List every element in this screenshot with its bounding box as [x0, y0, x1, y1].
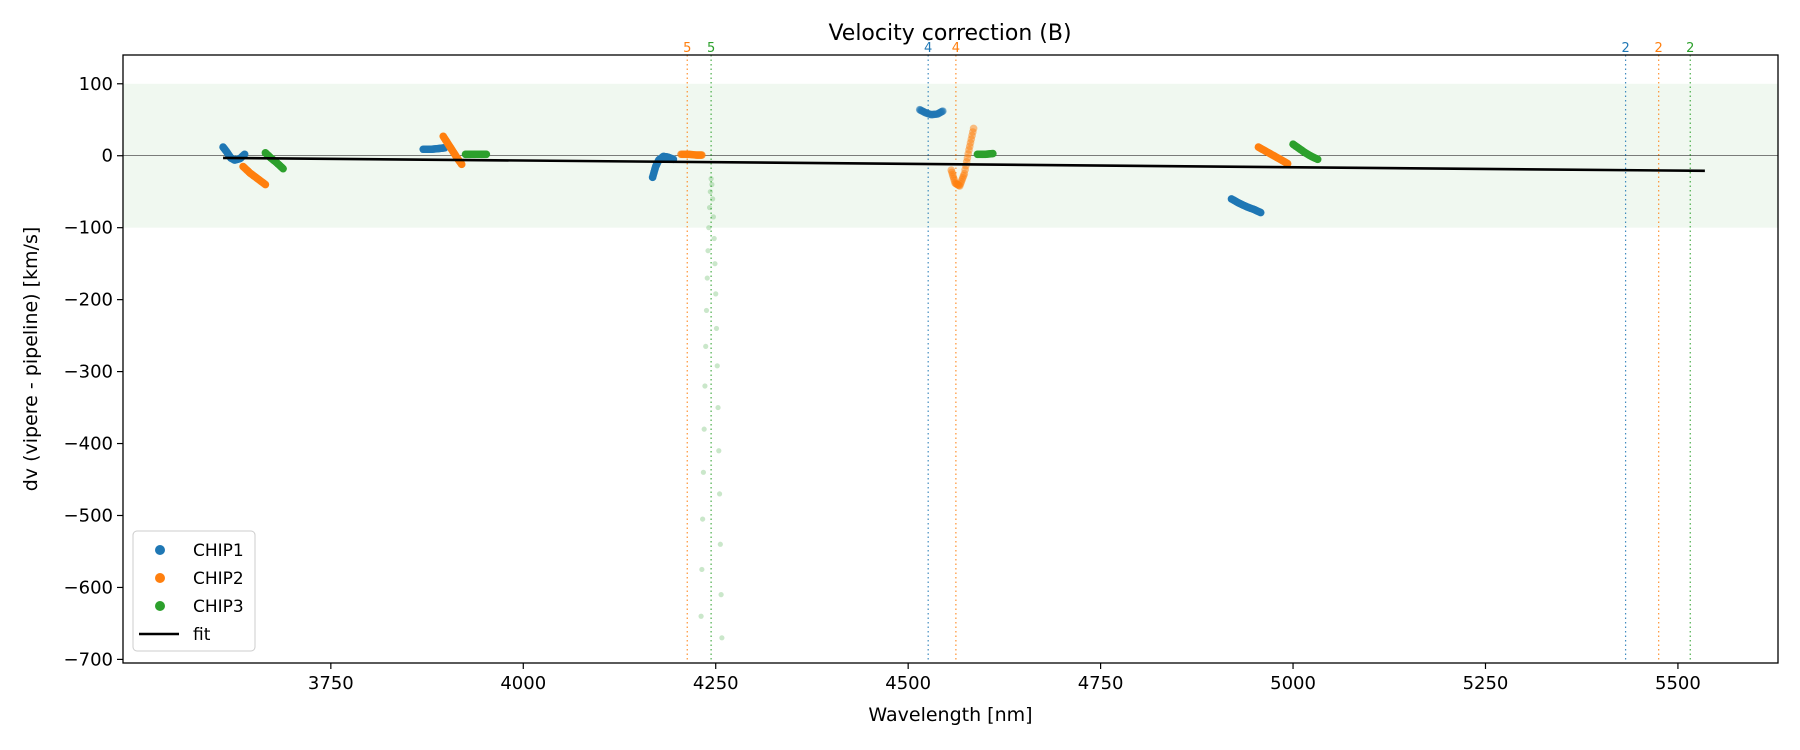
legend-label: fit	[193, 625, 211, 645]
data-point	[701, 426, 707, 432]
x-tick-label: 4750	[1078, 673, 1124, 694]
legend-box	[132, 530, 256, 652]
marker-line-label: 4	[924, 41, 932, 56]
data-point	[715, 404, 721, 411]
data-point	[700, 469, 707, 475]
data-point	[1256, 208, 1265, 217]
y-tick-label: −300	[64, 362, 113, 383]
data-point	[700, 516, 706, 522]
x-tick-label: 4250	[693, 673, 739, 694]
data-point	[718, 592, 724, 598]
y-tick-label: −600	[64, 577, 113, 598]
x-tick-label: 5250	[1463, 673, 1509, 694]
data-point	[261, 180, 270, 189]
data-point	[702, 383, 708, 389]
marker-line-label: 2	[1655, 41, 1663, 56]
y-tick-label: −700	[64, 649, 113, 670]
data-point	[706, 225, 712, 231]
data-point	[713, 325, 720, 332]
data-point	[710, 196, 716, 202]
data-point	[716, 491, 723, 497]
y-tick-label: −500	[64, 505, 113, 526]
data-point	[712, 261, 718, 267]
x-tick-label: 4000	[500, 673, 546, 694]
data-point	[699, 566, 705, 573]
fit-line	[223, 156, 1705, 173]
marker-line-label: 2	[1621, 41, 1629, 56]
x-tick-label: 3750	[308, 673, 354, 694]
data-point	[709, 181, 715, 188]
x-axis-label: Wavelength [nm]	[868, 704, 1032, 726]
data-point	[713, 291, 719, 297]
x-tick-label: 5500	[1655, 673, 1701, 694]
marker-line-label: 4	[952, 41, 960, 56]
data-point	[1313, 155, 1322, 164]
legend-marker	[155, 545, 165, 555]
data-point	[989, 149, 997, 158]
fit-line-layer	[223, 156, 1705, 173]
data-point	[457, 160, 466, 169]
data-point	[716, 448, 722, 454]
x-tick-label: 4500	[885, 673, 931, 694]
chart-title: Velocity correction (B)	[828, 21, 1071, 46]
legend-label: CHIP1	[193, 541, 244, 561]
data-point	[708, 176, 714, 182]
y-axis-label: dv (vipere - pipeline) [km/s]	[20, 227, 42, 492]
legend: CHIP1 CHIP2 CHIP3 fit	[132, 530, 256, 652]
marker-line-label: 5	[683, 41, 691, 56]
data-point	[703, 307, 710, 314]
data-point	[707, 189, 713, 195]
y-tick-label: 0	[102, 146, 113, 167]
legend-label: CHIP3	[193, 597, 244, 617]
line-markers-layer: 5 5 4 4 2 2 2	[683, 41, 1694, 663]
data-point	[704, 275, 710, 281]
y-axis: 100 0 −100 −200 −300 −400 −500 −600 −700	[64, 74, 123, 670]
data-point	[711, 235, 717, 242]
y-tick-label: −200	[64, 290, 113, 311]
y-tick-label: −100	[64, 218, 113, 239]
data-point	[279, 164, 287, 173]
data-point	[1283, 159, 1292, 168]
y-tick-label: −400	[64, 434, 113, 455]
data-point	[698, 151, 706, 159]
legend-marker	[155, 601, 165, 611]
data-point	[705, 248, 711, 254]
data-point	[698, 613, 704, 619]
data-point	[706, 204, 713, 211]
marker-line-label: 5	[707, 41, 715, 56]
data-point	[482, 150, 491, 159]
data-point	[714, 363, 720, 369]
y-tick-label: 100	[79, 74, 113, 95]
legend-label: CHIP2	[193, 569, 244, 589]
data-point	[703, 343, 709, 350]
marker-line-label: 2	[1686, 41, 1694, 56]
plot-area-frame	[122, 54, 1779, 664]
data-point	[717, 541, 723, 547]
data-point	[719, 635, 725, 641]
x-tick-label: 5000	[1270, 673, 1316, 694]
data-point	[240, 150, 249, 159]
x-axis: 3750 4000 4250 4500 4750 5000 5250 5500	[308, 663, 1701, 694]
data-point	[939, 107, 947, 115]
data-point	[969, 124, 978, 133]
data-point	[710, 214, 717, 220]
legend-marker	[155, 573, 165, 583]
